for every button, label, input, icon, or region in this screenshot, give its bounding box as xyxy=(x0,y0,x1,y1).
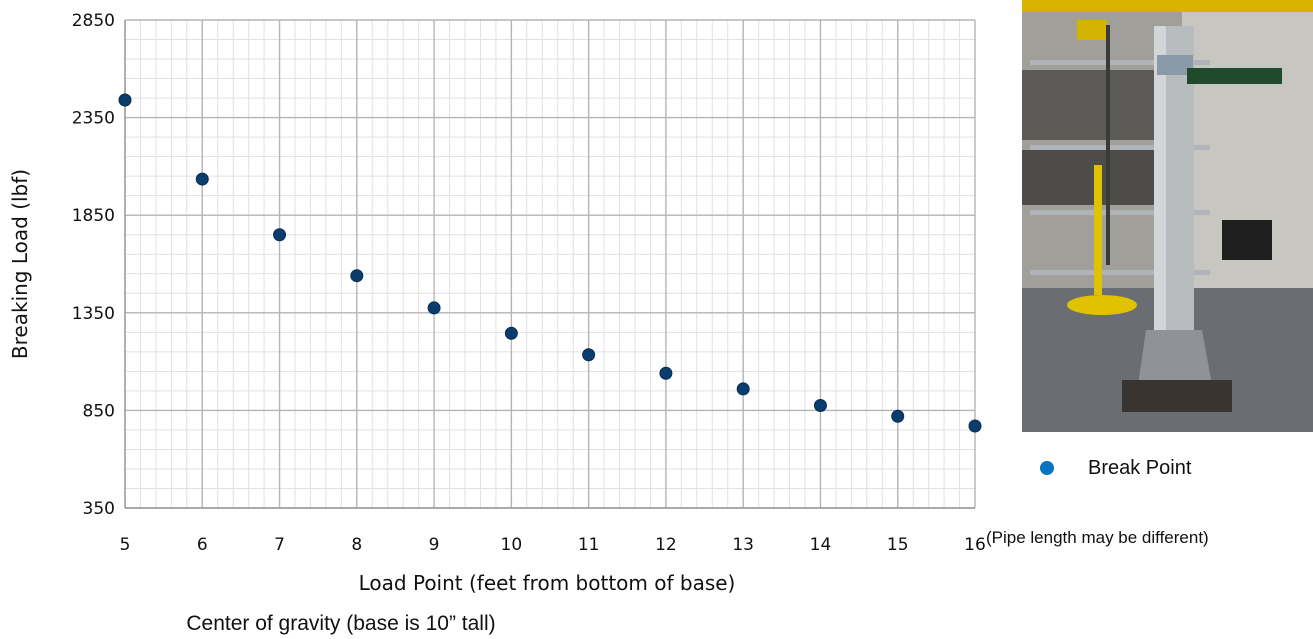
scatter-chart: 350 850 1350 1850 2350 2850 5 6 7 8 9 10 11 12 13 14 15… xyxy=(8,11,986,595)
x-tick-label: 12 xyxy=(655,535,677,555)
data-point xyxy=(118,93,132,107)
data-points xyxy=(118,93,982,433)
x-tick-label: 14 xyxy=(810,535,832,555)
data-point xyxy=(195,172,209,186)
minor-grid xyxy=(124,19,976,509)
data-point xyxy=(427,301,441,315)
legend-label: Break Point xyxy=(1088,456,1192,479)
data-point xyxy=(813,399,827,413)
data-point xyxy=(659,366,673,380)
y-tick-label: 350 xyxy=(83,499,115,519)
y-tick-label: 2350 xyxy=(72,109,115,129)
data-point xyxy=(582,348,596,362)
data-point xyxy=(968,419,982,433)
x-tick-label: 6 xyxy=(197,535,208,555)
x-tick-label: 16 xyxy=(964,535,986,555)
y-tick-label: 850 xyxy=(83,401,115,421)
major-grid xyxy=(124,19,976,509)
data-point xyxy=(504,326,518,340)
x-tick-label: 11 xyxy=(578,535,600,555)
data-point xyxy=(273,228,287,242)
pipe-test-photo xyxy=(1022,0,1313,432)
legend-marker xyxy=(1040,461,1054,475)
x-tick-label: 7 xyxy=(274,535,285,555)
pipe-length-note: (Pipe length may be different) xyxy=(986,528,1209,547)
x-tick-label: 8 xyxy=(351,535,362,555)
x-axis-subtitle: Center of gravity (base is 10” tall) xyxy=(186,612,496,635)
x-tick-label: 10 xyxy=(501,535,523,555)
y-tick-label: 1850 xyxy=(72,206,115,226)
x-axis-title: Load Point (feet from bottom of base) xyxy=(359,571,736,595)
y-axis-ticks: 350 850 1350 1850 2350 2850 xyxy=(72,11,115,519)
x-tick-label: 9 xyxy=(429,535,440,555)
x-tick-label: 13 xyxy=(732,535,754,555)
y-axis-title: Breaking Load (lbf) xyxy=(8,169,32,359)
y-tick-label: 1350 xyxy=(72,304,115,324)
chart-legend: Break Point xyxy=(1040,455,1191,481)
x-tick-label: 15 xyxy=(887,535,909,555)
photo-illustration xyxy=(1022,0,1313,432)
data-point xyxy=(891,409,905,423)
y-tick-label: 2850 xyxy=(72,11,115,31)
x-axis-ticks: 5 6 7 8 9 10 11 12 13 14 15 16 xyxy=(120,535,986,555)
data-point xyxy=(350,269,364,283)
data-point xyxy=(736,382,750,396)
x-tick-label: 5 xyxy=(120,535,131,555)
